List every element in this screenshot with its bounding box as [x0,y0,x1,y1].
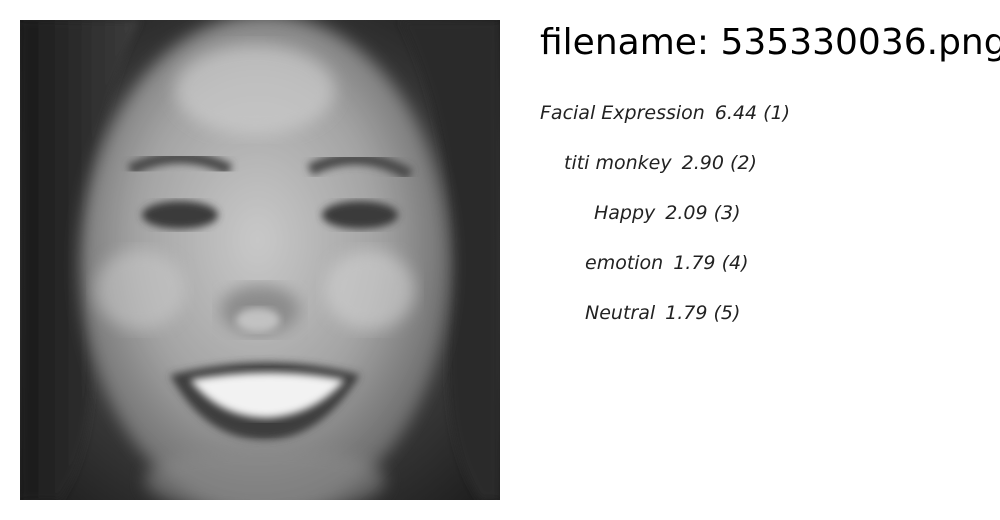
prediction-label: Facial Expression [540,102,705,124]
prediction-item: Neutral 1.79 (5) [585,302,740,324]
prediction-item: titi monkey 2.90 (2) [564,152,757,174]
prediction-item: Facial Expression 6.44 (1) [540,102,790,124]
face-photo-drawing [20,20,500,500]
prediction-score: 1.79 (5) [665,302,741,324]
filename-title: filename: 535330036.png [540,22,1000,63]
prediction-item: Happy 2.09 (3) [594,202,741,224]
prediction-score: 2.90 (2) [681,152,757,174]
face-photo [20,20,500,500]
prediction-item: emotion 1.79 (4) [585,252,748,274]
prediction-label: Happy [594,202,656,224]
prediction-label: emotion [585,252,664,274]
prediction-label: Neutral [585,302,656,324]
prediction-label: titi monkey [564,152,672,174]
prediction-score: 6.44 (1) [714,102,791,124]
prediction-score: 2.09 (3) [665,202,741,224]
prediction-score: 1.79 (4) [673,252,749,274]
